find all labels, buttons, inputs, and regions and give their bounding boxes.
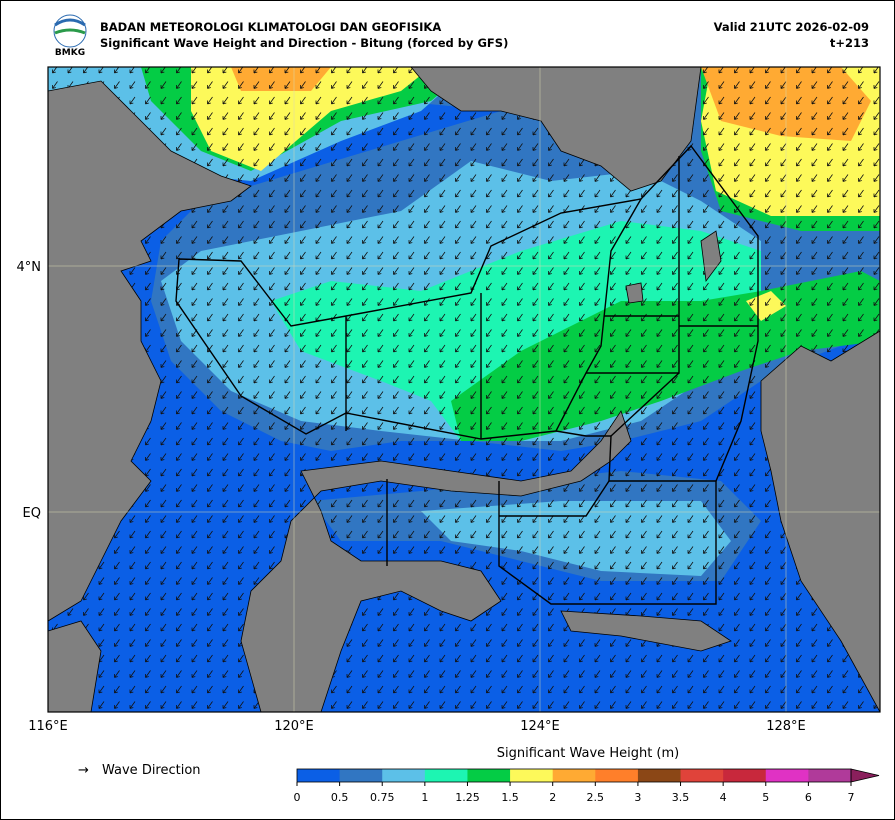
forecast-step: t+213 xyxy=(830,36,869,50)
colorbar-tick-label: 3 xyxy=(634,791,641,804)
colorbar-tick-label: 4 xyxy=(720,791,727,804)
colorbar-tick-label: 6 xyxy=(805,791,812,804)
map xyxy=(48,67,880,712)
lon-label: 120°E xyxy=(274,719,314,734)
lon-label: 116°E xyxy=(28,719,68,734)
lat-label: 4°N xyxy=(17,260,42,275)
colorbar-segment xyxy=(297,769,341,782)
colorbar-title: Significant Wave Height (m) xyxy=(497,746,679,761)
colorbar-segment xyxy=(467,769,511,782)
legend-arrow: → xyxy=(78,763,89,778)
colorbar-segment xyxy=(510,769,554,782)
colorbar-tick-label: 0.75 xyxy=(370,791,395,804)
colorbar-segment xyxy=(680,769,724,782)
graticule xyxy=(48,67,880,712)
valid-time: Valid 21UTC 2026-02-09 xyxy=(714,20,869,34)
colorbar-segment xyxy=(424,769,468,782)
colorbar-frame xyxy=(296,768,852,783)
colorbar-segment xyxy=(765,769,809,782)
colorbar-extension xyxy=(850,768,880,783)
lat-label: EQ xyxy=(23,506,41,521)
colorbar-tick-label: 3.5 xyxy=(672,791,690,804)
colorbar: 0 0.5 0.75 1 1.25 1.5 2 2.5 3 3.5 4 5 6 7 xyxy=(294,768,880,804)
colorbar-segment xyxy=(808,769,852,782)
colorbar-segment xyxy=(595,769,639,782)
colorbar-tick-label: 0 xyxy=(294,791,301,804)
title: Significant Wave Height and Direction - … xyxy=(100,36,508,50)
colorbar-tick-label: 7 xyxy=(848,791,855,804)
lon-label: 128°E xyxy=(766,719,806,734)
colorbar-tick-label: 1.5 xyxy=(501,791,519,804)
colorbar-tick-label: 1.25 xyxy=(455,791,480,804)
logo-text: BMKG xyxy=(55,48,85,58)
lon-label: 124°E xyxy=(520,719,560,734)
agency: BADAN METEOROLOGI KLIMATOLOGI DAN GEOFIS… xyxy=(100,20,441,34)
colorbar-segment xyxy=(552,769,596,782)
colorbar-segment xyxy=(382,769,426,782)
colorbar-tick-label: 0.5 xyxy=(331,791,349,804)
logo: BMKG xyxy=(53,14,87,58)
legend-label: Wave Direction xyxy=(102,763,201,778)
colorbar-tick-label: 1 xyxy=(421,791,428,804)
colorbar-tick-label: 2.5 xyxy=(587,791,605,804)
colorbar-tick-label: 5 xyxy=(762,791,769,804)
colorbar-tick-label: 2 xyxy=(549,791,556,804)
colorbar-segment xyxy=(637,769,682,782)
colorbar-segment xyxy=(723,769,767,782)
forecast-zones xyxy=(175,144,759,605)
colorbar-segment xyxy=(339,769,383,782)
